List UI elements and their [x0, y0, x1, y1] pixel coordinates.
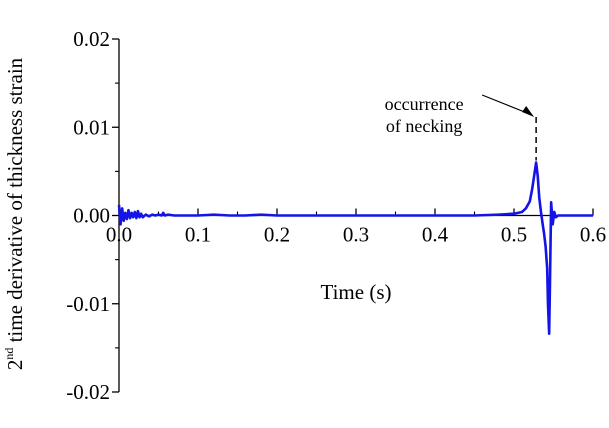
- x-tick-label-0: 0.0: [106, 223, 132, 247]
- y-tick-label-2: 0.00: [73, 204, 110, 228]
- series-layer: [117, 161, 593, 336]
- y-tick-label-1: 0.01: [73, 115, 110, 139]
- tick-labels: 0.02 0.01 0.00 -0.01 -0.02 0.0 0.1 0.2 0.3 0.4 0.5…: [66, 27, 606, 404]
- x-tick-label-2: 0.2: [264, 223, 290, 247]
- series-line-0: [117, 161, 593, 336]
- y-axis-title: 2nd time derivative of thickness strain: [2, 57, 27, 370]
- annotation-line-1: of necking: [386, 116, 462, 136]
- y-tick-label-4: -0.02: [66, 380, 110, 404]
- y-axis-title-text: time derivative of thickness strain: [3, 57, 27, 347]
- x-tick-label-3: 0.3: [343, 223, 369, 247]
- x-axis-title: Time (s): [321, 280, 392, 304]
- y-axis-title-prefix: 2: [3, 360, 27, 371]
- x-tick-label-5: 0.5: [501, 223, 527, 247]
- x-tick-label-6: 0.6: [580, 223, 606, 247]
- y-axis-title-superscript: nd: [2, 348, 16, 360]
- x-tick-label-4: 0.4: [422, 223, 449, 247]
- y-tick-label-3: -0.01: [66, 292, 110, 316]
- annotation-arrowhead: [522, 106, 535, 117]
- x-tick-label-1: 0.1: [185, 223, 211, 247]
- annotation-line-0: occurrence: [385, 94, 464, 114]
- y-tick-label-0: 0.02: [73, 27, 110, 51]
